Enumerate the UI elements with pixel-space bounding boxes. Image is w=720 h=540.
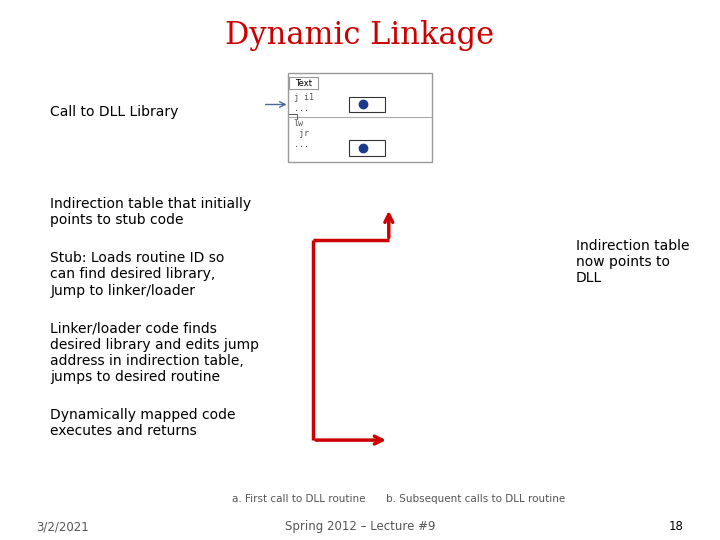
Text: Dynamic Linkage: Dynamic Linkage: [225, 19, 495, 51]
Text: Text: Text: [295, 79, 312, 87]
Text: Indirection table that initially
points to stub code: Indirection table that initially points …: [50, 197, 251, 227]
FancyBboxPatch shape: [289, 77, 318, 89]
Text: b. Subsequent calls to DLL routine: b. Subsequent calls to DLL routine: [386, 495, 564, 504]
Text: 18: 18: [669, 520, 684, 533]
FancyBboxPatch shape: [349, 97, 385, 112]
FancyBboxPatch shape: [288, 73, 432, 162]
Text: Stub: Loads routine ID so
can find desired library,
Jump to linker/loader: Stub: Loads routine ID so can find desir…: [50, 251, 225, 298]
Text: a. First call to DLL routine: a. First call to DLL routine: [232, 495, 366, 504]
FancyBboxPatch shape: [349, 140, 385, 156]
Text: Linker/loader code finds
desired library and edits jump
address in indirection t: Linker/loader code finds desired library…: [50, 321, 259, 384]
Text: lw
 jr
...: lw jr ...: [294, 119, 309, 149]
Text: j i1
...: j i1 ...: [294, 93, 314, 113]
Text: Spring 2012 – Lecture #9: Spring 2012 – Lecture #9: [284, 520, 436, 533]
Text: Dynamically mapped code
executes and returns: Dynamically mapped code executes and ret…: [50, 408, 236, 438]
Text: Call to DLL Library: Call to DLL Library: [50, 105, 179, 119]
Text: 3/2/2021: 3/2/2021: [36, 520, 89, 533]
Text: Indirection table
now points to
DLL: Indirection table now points to DLL: [576, 239, 690, 285]
